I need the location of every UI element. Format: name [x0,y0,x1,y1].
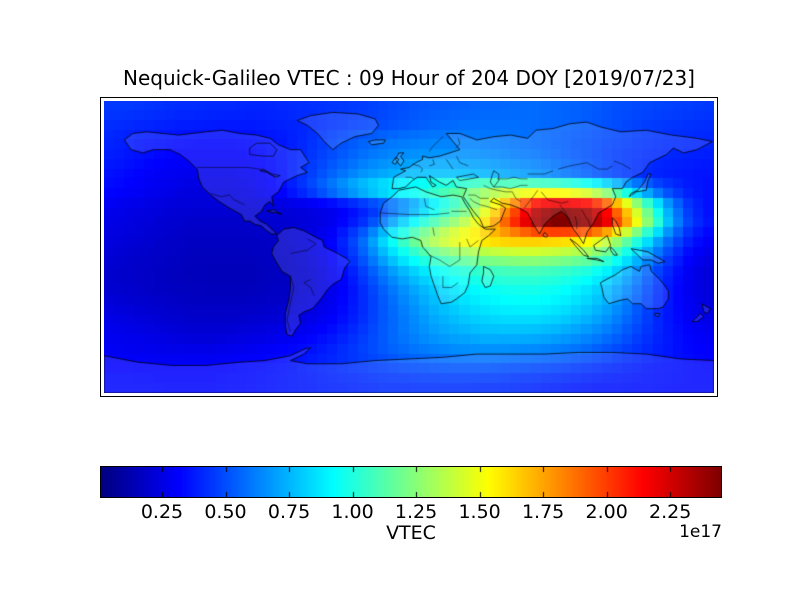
colorbar-tick-label: 1.25 [394,501,438,523]
colorbar-tick-label: 1.50 [458,501,501,523]
colorbar [100,466,722,498]
colorbar-canvas [101,467,721,497]
vtec-heatmap-canvas [104,101,714,393]
colorbar-offset-label: 1e17 [679,522,722,542]
colorbar-tick-label: 1.00 [331,501,374,523]
colorbar-tick-label: 0.25 [140,501,184,523]
colorbar-tick-label: 0.75 [267,501,311,523]
map-axes [100,97,718,397]
plot-title: Nequick-Galileo VTEC : 09 Hour of 204 DO… [122,66,695,90]
colorbar-axis-label: VTEC [386,522,436,544]
colorbar-tick-label: 1.75 [521,501,565,523]
colorbar-tick-label: 0.50 [204,501,247,523]
colorbar-tick-label: 2.00 [585,501,628,523]
colorbar-tick-label: 2.25 [649,501,692,523]
